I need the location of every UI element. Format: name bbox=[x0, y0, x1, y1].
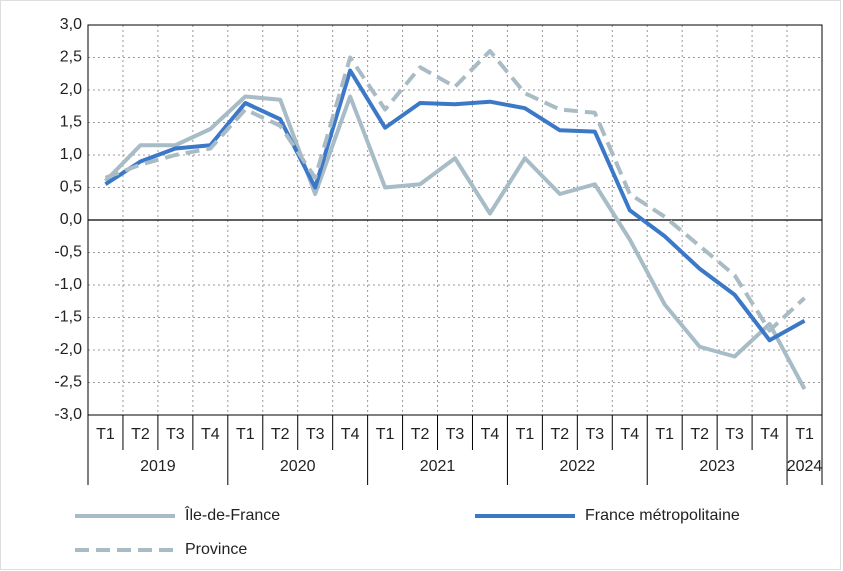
x-tick-label: T1 bbox=[516, 426, 535, 443]
x-tick-label: T1 bbox=[795, 426, 814, 443]
series-line bbox=[104, 68, 806, 343]
group-label: 2019 bbox=[140, 458, 176, 475]
series-line bbox=[104, 49, 806, 333]
plot-border bbox=[87, 24, 823, 416]
series-line bbox=[104, 94, 807, 390]
x-tick-label: T2 bbox=[131, 426, 150, 443]
x-tick-label: T2 bbox=[551, 426, 570, 443]
y-tick-label: -1,5 bbox=[54, 309, 82, 326]
x-tick-label: T4 bbox=[620, 426, 639, 443]
group-label: 2023 bbox=[699, 458, 735, 475]
x-tick-label: T2 bbox=[411, 426, 430, 443]
y-tick-label: -1,0 bbox=[54, 276, 82, 293]
y-tick-label: -2,0 bbox=[54, 341, 82, 358]
x-tick-label: T3 bbox=[306, 426, 325, 443]
x-tick-label: T3 bbox=[585, 426, 604, 443]
x-tick-label: T2 bbox=[271, 426, 290, 443]
y-tick-label: 1,5 bbox=[60, 114, 82, 131]
group-label: 2021 bbox=[420, 458, 456, 475]
x-tick-label: T4 bbox=[201, 426, 220, 443]
x-tick-label: T1 bbox=[96, 426, 115, 443]
y-tick-label: 2,5 bbox=[60, 49, 82, 66]
x-tick-label: T4 bbox=[481, 426, 500, 443]
y-tick-label: 3,0 bbox=[60, 16, 82, 33]
x-tick-label: T2 bbox=[690, 426, 709, 443]
x-tick-label: T1 bbox=[236, 426, 255, 443]
y-tick-label: -0,5 bbox=[54, 244, 82, 261]
x-tick-label: T1 bbox=[655, 426, 674, 443]
legend-label: Île-de-France bbox=[184, 505, 280, 524]
legend-label: Province bbox=[185, 541, 247, 558]
y-tick-label: -2,5 bbox=[54, 374, 82, 391]
y-tick-label: -3,0 bbox=[54, 406, 82, 423]
group-label: 2024 bbox=[787, 458, 823, 475]
y-tick-label: 2,0 bbox=[60, 81, 82, 98]
y-tick-label: 1,0 bbox=[60, 146, 82, 163]
x-tick-label: T3 bbox=[166, 426, 185, 443]
group-label: 2020 bbox=[280, 458, 316, 475]
x-tick-label: T4 bbox=[341, 426, 360, 443]
y-tick-label: 0,0 bbox=[60, 211, 82, 228]
x-tick-label: T3 bbox=[725, 426, 744, 443]
x-tick-label: T1 bbox=[376, 426, 395, 443]
y-tick-label: 0,5 bbox=[60, 179, 82, 196]
legend-label: France métropolitaine bbox=[585, 507, 740, 524]
group-label: 2022 bbox=[560, 458, 596, 475]
x-tick-label: T3 bbox=[446, 426, 465, 443]
x-tick-label: T4 bbox=[760, 426, 779, 443]
